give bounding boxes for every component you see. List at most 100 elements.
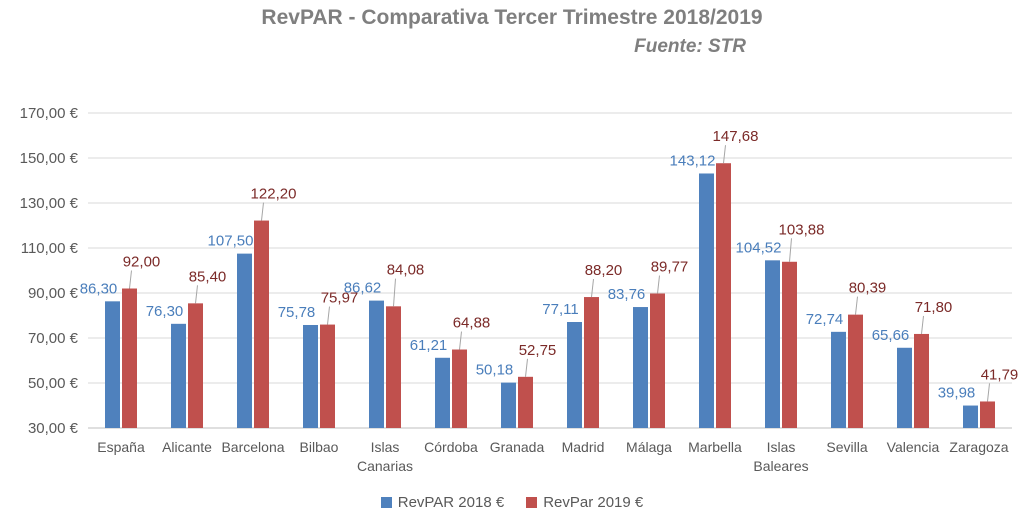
- label-leader-line: [657, 275, 660, 294]
- bar-2018: [963, 405, 978, 428]
- x-category-label: Zaragoza: [949, 439, 1008, 455]
- label-leader-line: [327, 306, 330, 325]
- x-category-label: Barcelona: [221, 439, 284, 455]
- bar-2018: [105, 301, 120, 428]
- label-leader-line: [525, 358, 528, 377]
- data-label-2019: 52,75: [519, 342, 557, 359]
- data-label-2019: 41,79: [981, 366, 1019, 383]
- x-category-label: Islas: [371, 439, 400, 455]
- data-label-2019: 147,68: [713, 128, 759, 145]
- y-tick-label: 110,00 €: [21, 240, 79, 257]
- bar-2018: [633, 307, 648, 428]
- x-category-label: España: [97, 439, 145, 455]
- data-label-2018: 107,50: [208, 233, 254, 250]
- data-label-2018: 86,62: [344, 280, 382, 297]
- x-category-label: Islas: [767, 439, 796, 455]
- bar-2019: [848, 314, 863, 428]
- x-category-label: Bilbao: [300, 439, 339, 455]
- chart-title: RevPAR - Comparativa Tercer Trimestre 20…: [261, 6, 763, 29]
- x-category-label: Marbella: [688, 439, 742, 455]
- y-tick-label: 70,00 €: [28, 330, 79, 347]
- x-category-label: Madrid: [562, 439, 605, 455]
- bar-2018: [171, 323, 186, 428]
- data-label-2019: 88,20: [585, 262, 623, 279]
- legend-swatch-2019: [526, 497, 538, 508]
- bar-2018: [435, 357, 450, 428]
- data-label-2019: 92,00: [123, 254, 161, 271]
- data-label-2018: 86,30: [80, 280, 118, 297]
- x-category-label: Sevilla: [826, 439, 867, 455]
- bar-2019: [782, 261, 797, 428]
- y-tick-label: 130,00 €: [20, 195, 79, 212]
- label-leader-line: [591, 278, 594, 298]
- legend-item-2019: RevPar 2019 €: [526, 494, 643, 511]
- data-label-2018: 39,98: [938, 385, 976, 402]
- legend-label-2018: RevPAR 2018 €: [397, 494, 505, 511]
- bar-2019: [584, 297, 599, 428]
- bar-2019: [254, 220, 269, 428]
- legend: RevPAR 2018 € RevPar 2019 €: [0, 494, 1024, 511]
- data-label-2019: 71,80: [915, 299, 953, 316]
- label-leader-line: [393, 278, 396, 307]
- y-tick-label: 50,00 €: [28, 375, 79, 392]
- data-label-2018: 83,76: [608, 286, 646, 303]
- x-category-label: Alicante: [162, 439, 212, 455]
- data-label-2018: 75,78: [278, 304, 316, 321]
- data-label-2018: 77,11: [542, 301, 578, 318]
- bar-2018: [303, 324, 318, 428]
- bar-2019: [716, 163, 731, 428]
- y-tick-label: 150,00 €: [20, 150, 79, 167]
- data-label-2019: 84,08: [387, 262, 425, 279]
- x-category-label: Canarias: [357, 458, 413, 474]
- data-label-2018: 72,74: [806, 311, 844, 328]
- data-label-2019: 80,39: [849, 280, 887, 297]
- y-tick-label: 170,00 €: [20, 105, 79, 122]
- bar-2018: [897, 347, 912, 428]
- bar-2018: [699, 173, 714, 428]
- data-label-2019: 122,20: [251, 186, 297, 203]
- data-label-2018: 76,30: [146, 303, 184, 320]
- bar-2018: [237, 253, 252, 428]
- bar-2018: [567, 322, 582, 428]
- bar-2019: [650, 293, 665, 428]
- bar-2019: [320, 324, 335, 428]
- data-label-2018: 61,21: [410, 337, 448, 354]
- bar-2018: [369, 300, 384, 428]
- chart-subtitle: Fuente: STR: [634, 36, 746, 57]
- label-leader-line: [987, 383, 990, 402]
- label-leader-line: [789, 238, 792, 262]
- data-label-2019: 85,40: [189, 268, 227, 285]
- x-category-label: Málaga: [626, 439, 672, 455]
- x-category-label: Granada: [490, 439, 545, 455]
- x-category-label: Valencia: [887, 439, 940, 455]
- data-label-2019: 103,88: [779, 221, 825, 238]
- y-tick-label: 30,00 €: [28, 420, 79, 437]
- y-tick-label: 90,00 €: [28, 285, 79, 302]
- x-category-label: Córdoba: [424, 439, 478, 455]
- bar-2018: [831, 331, 846, 428]
- bar-2019: [188, 303, 203, 428]
- label-leader-line: [261, 202, 264, 221]
- bar-2019: [452, 349, 467, 428]
- legend-label-2019: RevPar 2019 €: [543, 494, 644, 511]
- label-leader-line: [723, 145, 726, 164]
- x-category-label: Baleares: [753, 458, 808, 474]
- data-label-2019: 75,97: [321, 290, 359, 307]
- label-leader-line: [921, 315, 924, 335]
- data-label-2018: 50,18: [476, 362, 514, 379]
- label-leader-line: [129, 270, 132, 289]
- label-leader-line: [855, 296, 858, 315]
- data-label-2018: 104,52: [736, 239, 782, 256]
- bar-chart: 30,00 € 50,00 € 70,00 € 90,00 € 110,00 € 130,…: [20, 105, 1019, 474]
- bar-2019: [980, 401, 995, 428]
- bar-2019: [518, 376, 533, 428]
- legend-swatch-2018: [380, 497, 392, 508]
- data-label-2019: 64,88: [453, 315, 491, 332]
- bar-2019: [386, 306, 401, 428]
- data-label-2019: 89,77: [651, 259, 689, 276]
- bar-2018: [765, 260, 780, 428]
- label-leader-line: [459, 331, 462, 350]
- bar-2019: [914, 333, 929, 428]
- label-leader-line: [195, 285, 198, 304]
- data-label-2018: 65,66: [872, 327, 910, 344]
